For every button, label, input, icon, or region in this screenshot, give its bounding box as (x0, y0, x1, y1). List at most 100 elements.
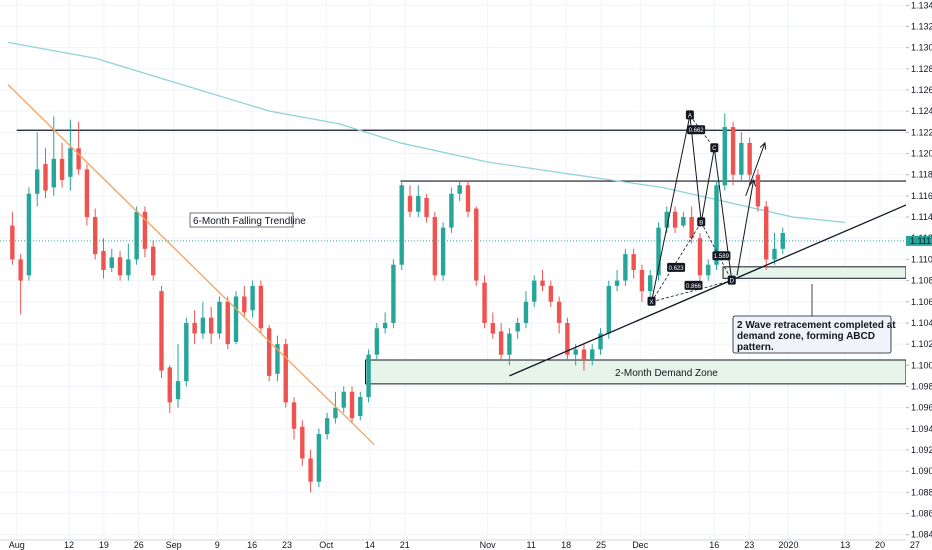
candle-body (316, 434, 322, 482)
candle-body (275, 344, 280, 374)
candle-body (333, 407, 338, 419)
candle-body (26, 193, 32, 276)
pattern-point-box (710, 143, 719, 153)
candle-body (623, 254, 628, 281)
y-tick-label: 1.11000 (911, 254, 932, 264)
candle-body (117, 257, 123, 276)
candle (341, 386, 346, 413)
candle-body (150, 246, 156, 276)
candle-body (192, 322, 197, 334)
candle (648, 270, 653, 297)
candle-body (598, 333, 603, 350)
candle-body (532, 280, 537, 302)
candle (35, 132, 40, 207)
candle-body (523, 301, 529, 323)
x-tick-label: 23 (282, 540, 292, 550)
candle-body (540, 280, 545, 286)
y-axis-background (906, 0, 932, 550)
x-tick-label: 20 (875, 540, 885, 550)
candle-body (43, 164, 48, 191)
candle-body (258, 285, 264, 329)
candle (250, 280, 255, 318)
pattern-leg (651, 115, 691, 302)
x-tick-label: 13 (840, 540, 850, 550)
candle-body (548, 285, 554, 302)
candle-body (126, 259, 131, 276)
candle (656, 222, 661, 281)
candle (68, 119, 73, 191)
candle (482, 275, 487, 329)
candle-body (432, 217, 438, 276)
candle-body (341, 391, 346, 408)
candle (548, 280, 554, 308)
candle-body (382, 322, 388, 329)
candle-body (681, 217, 686, 226)
candle (291, 397, 297, 440)
candle (739, 132, 744, 180)
y-tick-label: 1.09000 (911, 466, 932, 476)
candle-body (399, 185, 404, 265)
candle-body (84, 169, 90, 218)
x-tick-label: 19 (99, 540, 109, 550)
candle (614, 270, 620, 292)
candle-body (780, 232, 785, 249)
candle-body (631, 254, 636, 270)
y-tick-label: 1.12800 (911, 64, 932, 74)
y-tick-label: 1.09600 (911, 403, 932, 413)
pattern-point-c: C (710, 143, 719, 153)
pattern-point-box (647, 296, 656, 306)
candle-body (648, 275, 653, 292)
candle-body (51, 158, 56, 188)
candle (333, 391, 338, 424)
candle (200, 301, 206, 339)
y-tick-label: 1.12600 (911, 85, 932, 95)
candle-body (10, 225, 15, 260)
candle (581, 344, 587, 371)
candle-body (440, 227, 446, 276)
candle (225, 296, 230, 350)
current-price-tag: 1.11175 (906, 235, 932, 246)
candle-body (581, 349, 587, 360)
candle (457, 180, 462, 202)
candle (242, 285, 247, 318)
pattern-point-box (727, 275, 736, 285)
candle-body (283, 344, 288, 403)
candle-body (300, 426, 305, 459)
y-tick-label: 1.12000 (911, 149, 932, 159)
candle-body (35, 169, 40, 194)
candle (449, 187, 454, 233)
ratio-label-text: 1.589 (714, 254, 730, 260)
x-tick-label: 16 (247, 540, 257, 550)
projection-arrow-head (759, 141, 767, 150)
candle-body (606, 285, 612, 334)
y-tick-label: 1.08600 (911, 509, 932, 519)
candle-body (490, 322, 496, 334)
candle (772, 232, 777, 265)
candle (639, 264, 645, 302)
y-tick-label: 1.11800 (911, 170, 932, 180)
candle (474, 206, 479, 286)
candle (382, 312, 388, 334)
pattern-point-box (697, 217, 706, 227)
candle (43, 148, 48, 198)
candle-body (391, 264, 396, 323)
candle (358, 391, 363, 421)
candle (349, 386, 355, 424)
candle (159, 285, 164, 378)
pattern-point-a: A (685, 110, 694, 120)
projection-arrows (736, 141, 767, 276)
candle (175, 344, 181, 408)
candle-body (93, 217, 98, 255)
y-tick-label: 1.09400 (911, 424, 932, 434)
candle (275, 335, 280, 382)
candle-body (714, 185, 719, 265)
x-tick-label: Oct (319, 540, 334, 550)
abcd-pattern: X A B C D 0.662 0.623 0.866 1.589 (647, 110, 736, 306)
candle (556, 296, 562, 334)
demand-zone-label: 2-Month Demand Zone (615, 368, 718, 379)
candle (755, 169, 761, 212)
y-tick-label: 1.08400 (911, 530, 932, 540)
pattern-ratio-line (651, 222, 702, 302)
y-tick-label: 1.08800 (911, 487, 932, 497)
